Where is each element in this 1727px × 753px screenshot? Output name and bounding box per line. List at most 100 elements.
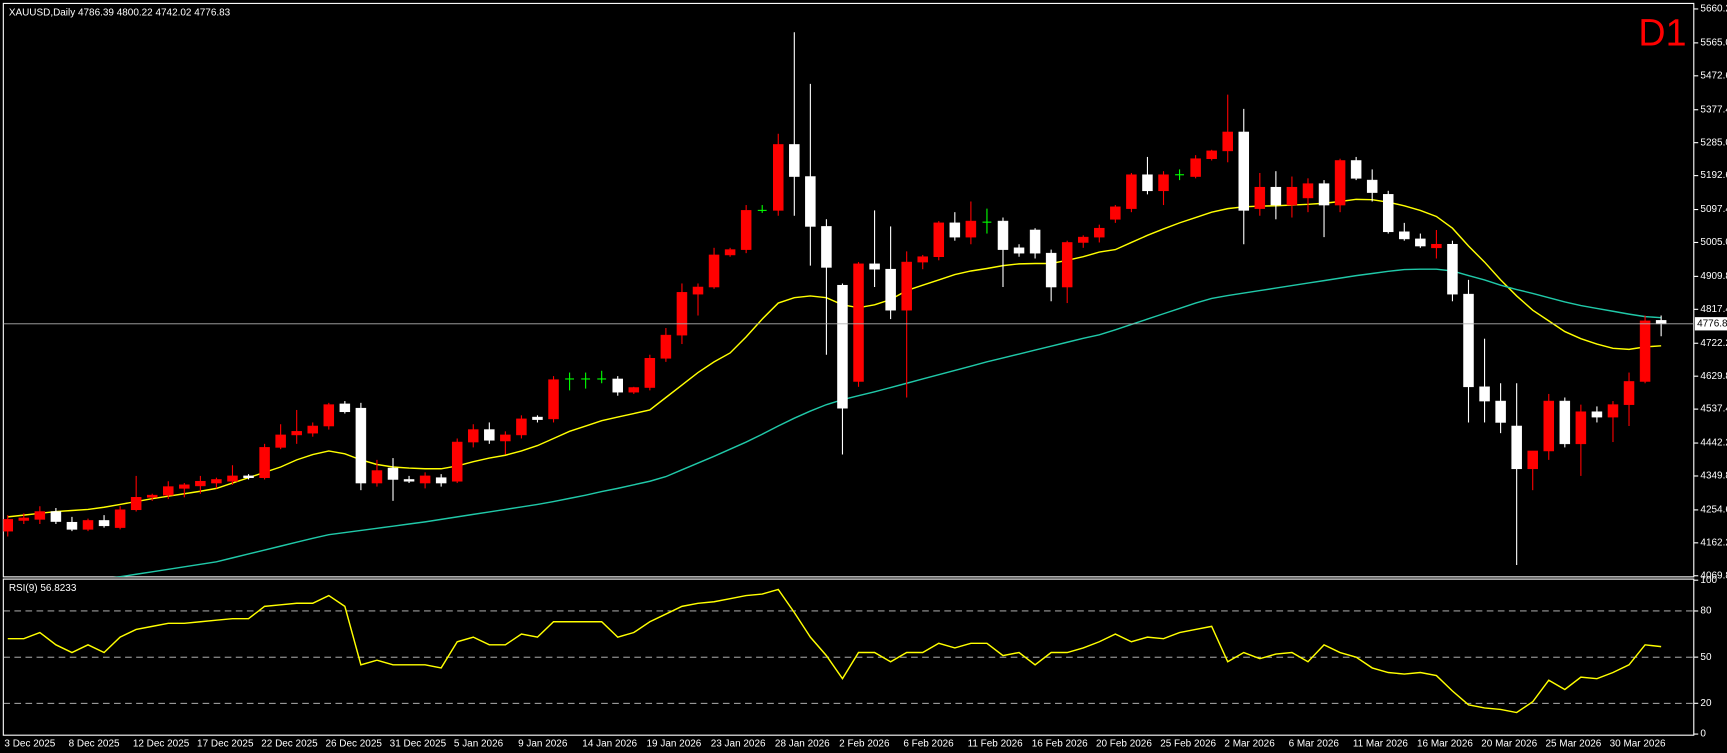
x-tick-label: 26 Dec 2025 [325, 739, 382, 750]
candle-body [724, 249, 736, 256]
y-tick-label: 4817.40 [1700, 304, 1727, 315]
y-tick-label: 4069.80 [1700, 570, 1727, 581]
y-tick-label: 4254.60 [1700, 505, 1727, 516]
candle-body [628, 387, 640, 393]
candle-body [1286, 186, 1298, 206]
x-tick-label: 31 Dec 2025 [390, 739, 447, 750]
candle-body [1029, 229, 1041, 254]
x-tick-label: 25 Mar 2026 [1545, 739, 1601, 750]
y-tick-label: 4537.40 [1700, 404, 1727, 415]
candle-body [789, 144, 800, 177]
candle-body [179, 484, 190, 489]
candle-body [901, 261, 912, 311]
candle-body [34, 511, 46, 520]
candle-body [1206, 150, 1217, 159]
y-tick-label: 5377.40 [1700, 104, 1727, 115]
x-tick-label: 23 Jan 2026 [711, 739, 766, 750]
candle-body [1222, 131, 1233, 152]
last-price-label: 4776.83 [1697, 318, 1727, 329]
candle-body [965, 220, 977, 238]
candle-body [18, 517, 30, 521]
candle-body [468, 429, 479, 443]
candle-body [1190, 158, 1201, 177]
candle-body [837, 284, 848, 409]
moving-average [113, 268, 1662, 577]
candle-body [1334, 160, 1346, 206]
candle-body [516, 418, 527, 436]
candle-body [1302, 183, 1314, 199]
candle-body [644, 358, 656, 388]
candle-body [1415, 238, 1426, 247]
candle-body [1158, 174, 1169, 192]
x-tick-label: 25 Feb 2026 [1160, 739, 1216, 750]
y-tick-label: 4629.80 [1700, 371, 1727, 382]
x-tick-label: 20 Mar 2026 [1481, 739, 1537, 750]
candle-body [323, 404, 335, 427]
y-tick-label: 5005.00 [1700, 237, 1727, 248]
candle-body [1447, 243, 1458, 295]
y-tick-label: 5660.20 [1700, 4, 1727, 15]
candle-body [1431, 243, 1442, 249]
candle-body [1511, 425, 1522, 470]
rsi-title: RSI(9) [9, 583, 38, 594]
candle-body [1399, 231, 1410, 240]
candle-body [1350, 160, 1362, 179]
y-tick-label: 5097.40 [1700, 204, 1727, 215]
candle-body [1575, 411, 1587, 445]
candle-body [163, 486, 174, 496]
candle-body [435, 477, 447, 484]
y-tick-label: 4909.80 [1700, 271, 1727, 282]
candle-body [1254, 186, 1266, 209]
x-tick-label: 9 Jan 2026 [518, 739, 568, 750]
x-tick-label: 11 Feb 2026 [968, 739, 1024, 750]
rsi-y-tick-label: 20 [1700, 698, 1712, 709]
candle-body [612, 378, 623, 393]
candle-body [1463, 293, 1474, 388]
candle-body [387, 467, 399, 480]
candle-body [1094, 227, 1105, 238]
x-tick-label: 16 Feb 2026 [1032, 739, 1088, 750]
rsi-plot [3, 588, 1694, 714]
timeframe: D1 [1638, 11, 1686, 53]
x-tick-label: 8 Dec 2025 [69, 739, 120, 750]
candle-body [949, 222, 961, 238]
price-plot [3, 32, 1667, 577]
candle-body [1623, 381, 1635, 405]
open: 4786.39 [78, 7, 114, 18]
x-tick-label: 16 Mar 2026 [1417, 739, 1473, 750]
y-tick-label: 4162.20 [1700, 537, 1727, 548]
x-tick-label: 17 Dec 2025 [197, 739, 254, 750]
candle-body [403, 479, 415, 482]
x-tick-label: 22 Dec 2025 [261, 739, 318, 750]
x-tick-label: 28 Jan 2026 [775, 739, 830, 750]
candle-body [1270, 186, 1282, 206]
rsi-y-tick-label: 80 [1700, 606, 1712, 617]
candle-body [1366, 179, 1378, 193]
rsi-y-tick-label: 100 [1700, 575, 1717, 586]
candle-body [1655, 320, 1667, 325]
candle-body [227, 475, 238, 482]
rsi-y-tick-label: 50 [1700, 652, 1712, 663]
candle-body [1607, 404, 1619, 418]
candle-body [917, 256, 928, 263]
x-tick-label: 2 Mar 2026 [1224, 739, 1275, 750]
candle-body [275, 434, 286, 448]
candle-body [259, 447, 270, 478]
last-price-box [1694, 317, 1727, 331]
candle-body [1479, 386, 1490, 402]
high: 4800.22 [117, 7, 153, 18]
price-pane [2, 2, 1695, 578]
candle-body [532, 416, 543, 420]
candle-body [997, 220, 1009, 250]
candle-body [3, 519, 14, 532]
candle-body [1077, 236, 1089, 243]
low: 4742.02 [155, 7, 191, 18]
x-tick-label: 2 Feb 2026 [839, 739, 890, 750]
x-tick-label: 20 Feb 2026 [1096, 739, 1152, 750]
candle-body [1126, 174, 1137, 209]
candle-body [339, 403, 351, 413]
x-tick-label: 11 Mar 2026 [1353, 739, 1409, 750]
price-header: XAUUSD,Daily 4786.39 4800.22 4742.02 477… [9, 7, 231, 18]
